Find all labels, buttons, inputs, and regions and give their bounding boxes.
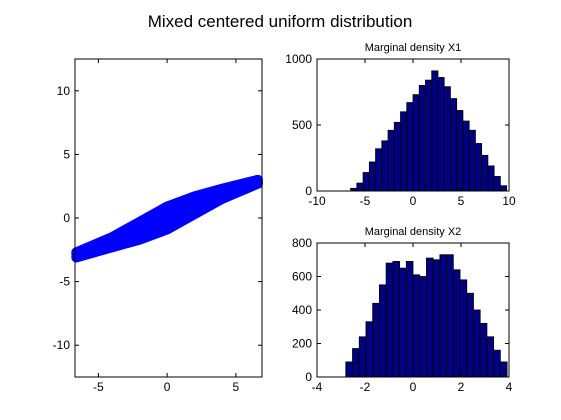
y-tick-label: -5 bbox=[59, 275, 70, 289]
histogram-bar bbox=[412, 274, 421, 378]
x-tick-label: 2 bbox=[458, 380, 465, 394]
histogram-bar bbox=[425, 79, 433, 192]
histogram-bar bbox=[493, 176, 501, 192]
x-tick-label: -5 bbox=[93, 380, 104, 394]
y-tick-label: 0 bbox=[305, 184, 312, 198]
histogram-bar bbox=[439, 254, 448, 378]
y-tick-label: 0 bbox=[63, 211, 70, 225]
histogram-bar bbox=[443, 86, 451, 192]
histogram-bar bbox=[358, 336, 367, 378]
y-tick-label: 5 bbox=[63, 147, 70, 161]
histogram-x2-panel: Marginal density X2 -4 -2 0 2 4 0 200 400 600 800 bbox=[292, 226, 513, 394]
histogram-bar bbox=[468, 129, 476, 192]
histogram-bar bbox=[356, 182, 364, 192]
y-tick-label: 200 bbox=[292, 337, 312, 351]
y-tick-label: 800 bbox=[292, 236, 312, 250]
histogram-bar bbox=[459, 279, 468, 378]
histogram-bar bbox=[387, 129, 395, 192]
y-tick-label: 500 bbox=[292, 118, 312, 132]
histogram-bar bbox=[499, 361, 508, 378]
scatter-cloud bbox=[71, 174, 263, 263]
histogram-bar bbox=[486, 336, 495, 378]
histogram-bar bbox=[474, 143, 483, 192]
histogram-bar bbox=[473, 309, 481, 378]
x-tick-label: -2 bbox=[360, 380, 371, 394]
histogram-bar bbox=[456, 110, 464, 192]
figure-title: Mixed centered uniform distribution bbox=[148, 12, 413, 31]
scatter-point bbox=[71, 252, 82, 263]
histogram-bar bbox=[462, 120, 470, 192]
histogram-bar bbox=[481, 154, 489, 192]
histogram-bar bbox=[406, 102, 414, 192]
histogram-bar bbox=[450, 98, 458, 192]
histogram-bar bbox=[399, 267, 407, 378]
y-tick-label: 600 bbox=[292, 270, 312, 284]
y-tick-label: 10 bbox=[57, 84, 71, 98]
histogram-bar bbox=[499, 185, 507, 192]
histogram-bar bbox=[479, 322, 488, 378]
x-tick-label: 4 bbox=[506, 380, 513, 394]
histogram-bar bbox=[405, 261, 414, 378]
y-tick-label: -10 bbox=[53, 338, 71, 352]
histogram-bar bbox=[493, 349, 501, 378]
scatter-point bbox=[252, 178, 263, 189]
histogram-bar bbox=[381, 140, 389, 192]
histogram-bar bbox=[400, 111, 408, 192]
y-tick-label: 1000 bbox=[285, 52, 312, 66]
histogram-bar bbox=[452, 269, 461, 378]
subplot-title: Marginal density X1 bbox=[365, 42, 462, 54]
histogram-bar bbox=[362, 172, 370, 192]
histogram-bar bbox=[345, 361, 353, 378]
histogram-x1-panel: Marginal density X1 -10 -5 0 5 10 0 500 1000 bbox=[285, 42, 516, 208]
histogram-bar bbox=[466, 292, 474, 378]
subplot-title: Marginal density X2 bbox=[365, 226, 462, 238]
x-tick-label: 0 bbox=[164, 380, 171, 394]
histogram-bar bbox=[446, 254, 454, 378]
histogram-bar bbox=[392, 261, 400, 378]
x-tick-label: 5 bbox=[458, 194, 465, 208]
histogram-bar bbox=[375, 148, 383, 192]
histogram-bar bbox=[487, 165, 495, 192]
x-tick-label: -5 bbox=[360, 194, 371, 208]
histogram-bar bbox=[437, 77, 445, 192]
y-tick-label: 400 bbox=[292, 303, 312, 317]
histogram-bar bbox=[426, 257, 434, 378]
histogram-bar bbox=[372, 302, 380, 378]
x-tick-label: -10 bbox=[308, 194, 326, 208]
x-tick-label: 0 bbox=[410, 194, 417, 208]
histogram-bar bbox=[431, 70, 439, 192]
histogram-bar bbox=[412, 94, 420, 192]
scatter-panel: -5 0 5 -10 -5 0 5 10 bbox=[53, 58, 263, 394]
histogram-bar bbox=[418, 85, 426, 192]
x-tick-label: 5 bbox=[233, 380, 240, 394]
histogram-bar bbox=[385, 262, 394, 378]
histogram-bar bbox=[368, 161, 376, 192]
histogram-bar bbox=[393, 121, 401, 192]
histogram-bar bbox=[432, 259, 441, 378]
histogram-bar bbox=[378, 284, 387, 378]
histogram-bar bbox=[365, 321, 374, 378]
x-tick-label: 0 bbox=[410, 380, 417, 394]
histogram-bar bbox=[419, 276, 427, 378]
x-tick-label: -4 bbox=[312, 380, 323, 394]
x-tick-label: 10 bbox=[502, 194, 516, 208]
y-tick-label: 0 bbox=[305, 370, 312, 384]
histogram-bar bbox=[352, 348, 360, 378]
